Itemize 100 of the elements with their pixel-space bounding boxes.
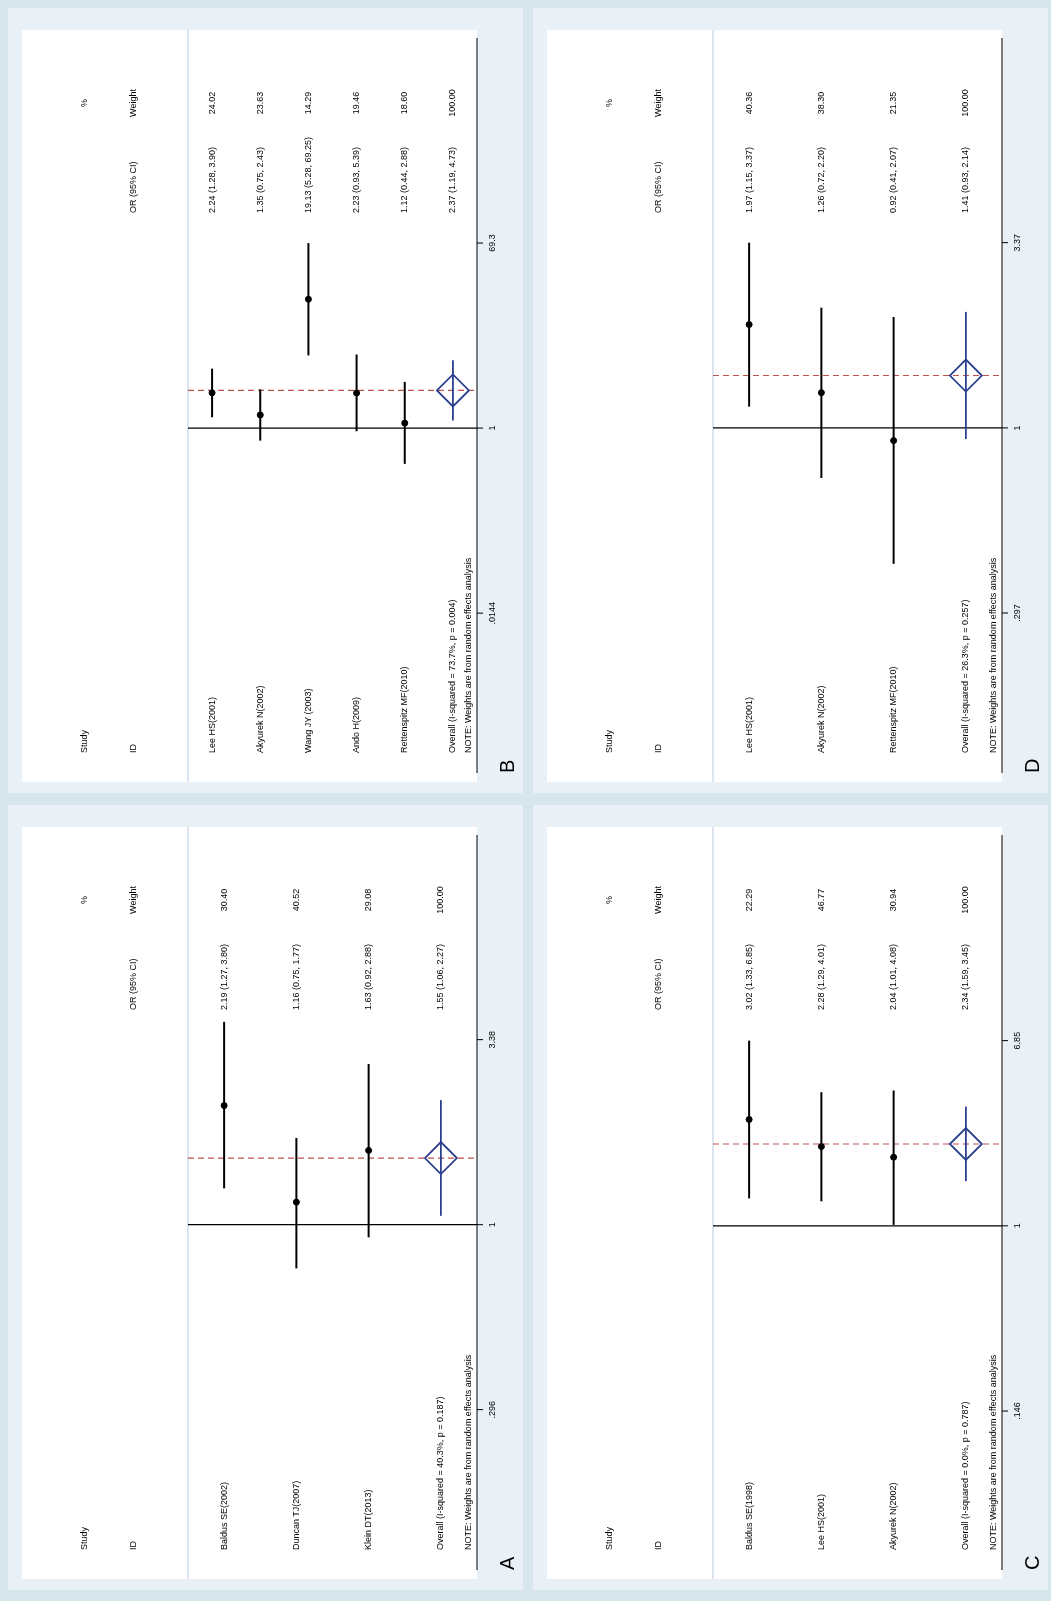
text: OR (95% CI)	[653, 161, 664, 213]
annotation: 2.04 (1.01, 4.08)	[888, 943, 899, 1010]
annotation: 2.24 (1.28, 3.90)	[206, 146, 217, 213]
y-tick-label: 1	[1012, 1223, 1023, 1229]
annotation: 2.19 (1.27, 3.80)	[218, 943, 229, 1010]
annotation: 100.00	[447, 89, 458, 117]
point	[817, 389, 825, 397]
annotation: 21.35	[888, 91, 899, 115]
point	[948, 1127, 983, 1161]
annotation: 22.29	[743, 888, 754, 912]
point	[220, 1102, 228, 1110]
point	[745, 1115, 753, 1123]
annotation: 0.92 (0.41, 2.07)	[888, 146, 899, 213]
text: % Weight	[79, 886, 139, 914]
text: Study ID	[79, 1526, 139, 1550]
x-tick-label: Overall (I-squared = 73.7%, p = 0.004)	[447, 599, 458, 753]
y-tick-label: 3.38	[487, 1030, 498, 1049]
annotation: 1.35 (0.75, 2.43)	[254, 146, 265, 213]
text: OR (95% CI)	[653, 958, 664, 1010]
annotation: 2.34 (1.59, 3.45)	[960, 943, 971, 1010]
point	[436, 373, 470, 408]
y-tick-label: .146	[1012, 1402, 1023, 1420]
annotation: 3.02 (1.33, 6.85)	[743, 943, 754, 1010]
annotation: 29.08	[363, 888, 374, 912]
annotation: 23.63	[254, 91, 265, 115]
text: A	[495, 1556, 518, 1570]
y-tick-label: .296	[487, 1400, 498, 1419]
x-tick-label: Akyurek N(2002)	[888, 1482, 899, 1550]
y-tick-label: 69.3	[487, 234, 498, 252]
annotation: 1.55 (1.06, 2.27)	[435, 943, 446, 1010]
x-tick-label: Wang JY (2003)	[302, 688, 313, 753]
x-tick-label: Lee HS(2001)	[815, 1493, 826, 1550]
point	[401, 419, 409, 427]
x-tick-label: Overall (I-squared = 26.3%, p = 0.257)	[960, 599, 971, 753]
point	[890, 1153, 898, 1161]
annotation: NOTE: Weights are from random effects analysis	[988, 557, 999, 753]
text: Study ID	[604, 1526, 664, 1550]
y-tick-label: 1	[487, 1222, 498, 1228]
x-tick-label: Lee HS(2001)	[206, 696, 217, 753]
annotation: 2.37 (1.19, 4.73)	[447, 146, 458, 213]
point	[423, 1141, 458, 1175]
annotation: 40.36	[743, 91, 754, 115]
point	[948, 358, 983, 393]
point	[292, 1198, 300, 1206]
annotation: 1.41 (0.93, 2.14)	[960, 146, 971, 213]
x-tick-label: Baldus SE(2002)	[218, 1481, 229, 1550]
y-tick-label: .297	[1012, 604, 1023, 622]
annotation: 2.28 (1.29, 4.01)	[815, 943, 826, 1010]
point	[365, 1146, 373, 1154]
annotation: NOTE: Weights are from random effects analysis	[988, 1354, 999, 1550]
x-tick-label: Ando H(2009)	[351, 696, 362, 753]
x-tick-label: Rettenspitz MF(2010)	[888, 666, 899, 753]
text: OR (95% CI)	[128, 958, 139, 1010]
annotation: 1.97 (1.15, 3.37)	[743, 146, 754, 213]
text: % Weight	[604, 886, 664, 914]
annotation: 40.52	[290, 888, 301, 912]
annotation: 30.40	[218, 888, 229, 912]
annotation: 30.94	[888, 888, 899, 912]
point	[745, 321, 753, 329]
x-tick-label: Lee HS(2001)	[743, 696, 754, 753]
text: D	[1020, 758, 1043, 773]
x-tick-label: Rettenspitz MF(2010)	[399, 666, 410, 753]
y-tick-label: 1	[487, 425, 498, 431]
point	[817, 1143, 825, 1151]
point	[256, 411, 264, 419]
text: % Weight	[604, 89, 664, 117]
annotation: 1.12 (0.44, 2.88)	[399, 146, 410, 213]
annotation: 100.00	[960, 89, 971, 117]
x-tick-label: Baldus SE(1998)	[743, 1481, 754, 1550]
annotation: 1.63 (0.92, 2.88)	[363, 943, 374, 1010]
text: Study ID	[79, 729, 139, 753]
annotation: 38.30	[815, 91, 826, 115]
annotation: 18.60	[399, 91, 410, 115]
text: % Weight	[79, 89, 139, 117]
point	[890, 437, 898, 445]
text: B	[495, 759, 518, 773]
x-tick-label: Overall (I-squared = 0.0%, p = 0.787)	[960, 1401, 971, 1550]
y-tick-label: 3.37	[1012, 233, 1023, 252]
annotation: 1.16 (0.75, 1.77)	[290, 943, 301, 1010]
x-tick-label: Klein DT(2013)	[363, 1489, 374, 1550]
annotation: 100.00	[960, 886, 971, 914]
annotation: 19.13 (5.28, 69.25)	[302, 136, 313, 213]
annotation: 100.00	[435, 886, 446, 914]
x-tick-label: Duncan TJ(2007)	[290, 1480, 301, 1550]
text: Study ID	[604, 729, 664, 753]
x-tick-label: Overall (I-squared = 40.3%, p = 0.187)	[435, 1396, 446, 1550]
annotation: 24.02	[206, 91, 217, 115]
x-tick-label: Akyurek N(2002)	[254, 685, 265, 753]
annotation: 1.26 (0.72, 2.20)	[815, 146, 826, 213]
text: OR (95% CI)	[128, 161, 139, 213]
x-tick-label: Akyurek N(2002)	[815, 685, 826, 753]
annotation: 2.23 (0.93, 5.39)	[351, 146, 362, 213]
y-tick-label: 6.85	[1012, 1031, 1023, 1050]
point	[208, 389, 216, 397]
text: C	[1020, 1555, 1043, 1570]
point	[304, 295, 312, 303]
point	[353, 389, 361, 397]
annotation: 46.77	[815, 888, 826, 912]
annotation: NOTE: Weights are from random effects analysis	[463, 1354, 474, 1550]
y-tick-label: 1	[1012, 425, 1023, 431]
